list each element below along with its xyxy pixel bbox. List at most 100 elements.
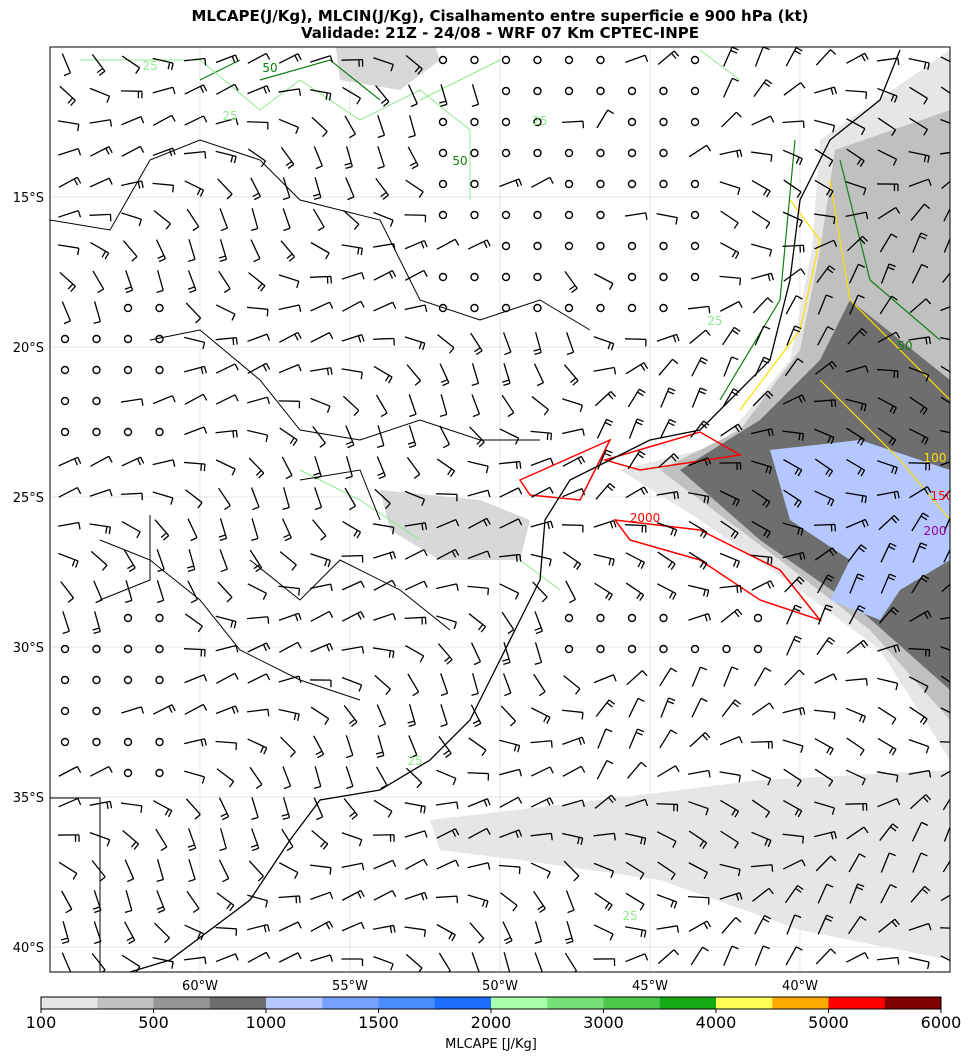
wind-barb-flag	[698, 390, 706, 395]
wind-barb	[467, 460, 489, 467]
wind-barb-flag	[798, 433, 801, 441]
calm-wind	[470, 272, 479, 282]
wind-barb	[814, 673, 834, 684]
wind-barb	[564, 270, 578, 289]
wind-barb	[783, 799, 803, 812]
wind-barb	[375, 178, 389, 196]
wind-barb-flag	[765, 79, 773, 85]
wind-barb-flag	[831, 807, 836, 815]
calm-wind	[155, 737, 164, 747]
wind-barb	[436, 615, 457, 623]
wind-barb-flag	[157, 568, 165, 573]
wind-barb-flag	[734, 252, 740, 260]
title-line: Validade: 21Z - 24/08 - WRF 07 Km CPTEC-…	[301, 24, 699, 42]
wind-barb	[562, 551, 581, 565]
wind-barb-flag	[518, 829, 523, 837]
wind-barb	[877, 206, 897, 220]
wind-barb	[786, 914, 796, 935]
wind-barb-flag	[699, 530, 705, 537]
wind-barb-flag	[128, 939, 136, 945]
wind-barb-flag	[888, 437, 894, 445]
wind-barb	[58, 210, 79, 218]
wind-barb-flag	[830, 855, 837, 862]
wind-barb-flag	[353, 530, 359, 537]
wind-barb-flag	[298, 88, 302, 96]
wind-barb-flag	[534, 940, 542, 945]
wind-barb-flag	[327, 560, 331, 568]
wind-barb-flag	[676, 491, 680, 499]
wind-barb-flag	[388, 271, 394, 279]
wind-barb	[659, 419, 671, 439]
wind-barb-flag	[108, 526, 111, 535]
wind-barb-flag	[794, 914, 802, 919]
wind-barb-flag	[315, 750, 323, 756]
wind-barb-flag	[734, 611, 740, 618]
calm-wind	[501, 117, 511, 127]
wind-barb	[440, 704, 448, 725]
wind-barb	[439, 363, 450, 383]
wind-barb-flag	[580, 766, 586, 773]
calm-wind	[155, 303, 164, 313]
wind-barb	[688, 144, 708, 158]
wind-barb-flag	[294, 872, 299, 880]
wind-barb	[310, 642, 331, 653]
wind-barb-flag	[388, 650, 392, 658]
wind-barb-flag	[768, 466, 773, 474]
wind-barb-flag	[793, 638, 801, 643]
wind-barb-flag	[451, 934, 456, 942]
calm-wind	[155, 613, 164, 623]
wind-barb-flag	[283, 785, 291, 790]
wind-barb-flag	[471, 692, 479, 696]
wind-barb	[499, 487, 519, 498]
wind-barb	[468, 827, 488, 839]
wind-barb-flag	[483, 241, 488, 249]
wind-barb-flag	[315, 165, 323, 170]
wind-barb-flag	[507, 629, 515, 635]
wind-barb	[561, 524, 584, 527]
wind-barb-flag	[859, 853, 866, 858]
wind-barb-flag	[421, 523, 424, 531]
wind-barb-flag	[345, 475, 353, 480]
wind-barb	[624, 212, 646, 217]
wind-barb	[246, 616, 269, 620]
wind-barb	[435, 801, 457, 806]
wind-barb-flag	[503, 661, 511, 666]
wind-barb-flag	[703, 420, 710, 426]
wind-barb	[531, 486, 551, 498]
wind-barb-flag	[922, 574, 930, 580]
wind-barb-flag	[888, 263, 896, 268]
wind-barb-flag	[187, 568, 195, 572]
calm-wind	[155, 365, 164, 375]
wind-barb	[247, 396, 268, 404]
wind-barb-flag	[253, 258, 261, 263]
wind-barb-flag	[672, 841, 677, 848]
wind-barb-flag	[297, 641, 302, 649]
wind-barb-flag	[325, 92, 328, 100]
wind-barb-flag	[505, 940, 513, 945]
wind-barb-flag	[830, 87, 834, 95]
wind-barb-flag	[204, 151, 207, 159]
wind-barb-flag	[606, 485, 614, 492]
wind-barb-flag	[581, 488, 586, 496]
wind-barb	[152, 459, 174, 466]
wind-barb-flag	[565, 937, 573, 941]
wind-barb-flag	[513, 744, 517, 752]
wind-barb-flag	[923, 62, 927, 70]
wind-barb-flag	[422, 343, 426, 351]
wind-barb-flag	[140, 706, 145, 714]
wind-barb-flag	[794, 467, 800, 475]
colorbar-segment	[491, 997, 548, 1009]
wind-barb-flag	[925, 298, 932, 305]
wind-barb-flag	[439, 100, 447, 104]
wind-barb-flag	[923, 98, 928, 105]
wind-barb	[563, 860, 580, 877]
wind-barb-flag	[732, 77, 739, 82]
wind-barb-flag	[895, 207, 901, 214]
wind-barb-flag	[831, 361, 837, 368]
wind-barb-flag	[579, 404, 583, 413]
wind-barb-flag	[675, 217, 678, 225]
calm-wind	[470, 210, 479, 220]
wind-barb	[184, 336, 205, 343]
wind-barb	[943, 236, 950, 253]
wind-barb-flag	[282, 816, 290, 821]
